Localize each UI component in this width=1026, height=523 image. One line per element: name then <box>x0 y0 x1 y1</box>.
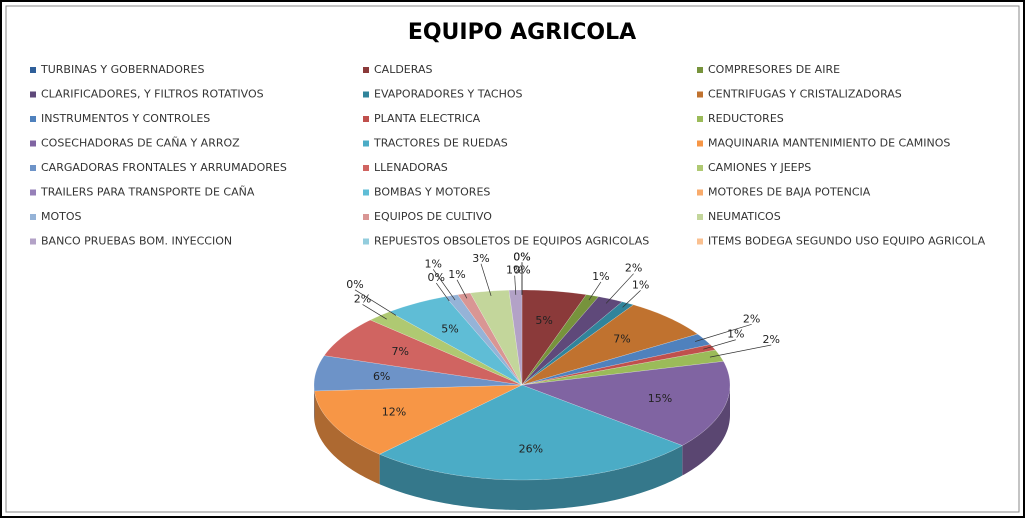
legend-swatch <box>363 190 369 196</box>
data-label: 0% <box>513 250 530 263</box>
data-label: 5% <box>535 314 552 327</box>
data-label: 7% <box>392 345 409 358</box>
legend-swatch <box>363 116 369 122</box>
data-label: 0% <box>513 264 530 277</box>
legend-swatch <box>363 239 369 245</box>
legend-swatch <box>30 190 36 196</box>
legend-swatch <box>30 141 36 147</box>
data-label: 1% <box>448 268 465 281</box>
chart-title: EQUIPO AGRICOLA <box>408 20 636 45</box>
data-label: 1% <box>727 328 744 341</box>
legend-label: INSTRUMENTOS Y CONTROLES <box>41 112 210 125</box>
data-label: 2% <box>743 312 760 325</box>
legend-swatch <box>697 239 703 245</box>
data-label: 15% <box>648 392 672 405</box>
legend-swatch <box>697 165 703 171</box>
legend-swatch <box>30 165 36 171</box>
legend-label: NEUMATICOS <box>708 210 781 223</box>
data-label: 6% <box>373 370 390 383</box>
legend-swatch <box>30 67 36 73</box>
data-label: 0% <box>346 278 363 291</box>
legend-label: BOMBAS Y MOTORES <box>374 186 490 199</box>
legend-label: CAMIONES Y JEEPS <box>708 161 811 174</box>
legend-label: EQUIPOS DE CULTIVO <box>374 210 492 223</box>
legend-label: TURBINAS Y GOBERNADORES <box>40 63 204 76</box>
legend-label: BANCO PRUEBAS BOM. INYECCION <box>41 235 232 248</box>
legend-swatch <box>697 141 703 147</box>
legend-label: TRACTORES DE RUEDAS <box>373 137 508 150</box>
legend-label: CENTRIFUGAS Y CRISTALIZADORAS <box>708 88 902 101</box>
legend-label: ITEMS BODEGA SEGUNDO USO EQUIPO AGRICOLA <box>708 235 986 248</box>
legend-label: LLENADORAS <box>374 161 448 174</box>
legend-swatch <box>697 92 703 98</box>
legend-label: COMPRESORES DE AIRE <box>708 63 840 76</box>
legend-swatch <box>697 116 703 122</box>
data-label: 12% <box>382 406 406 419</box>
legend-swatch <box>363 67 369 73</box>
legend-label: CARGADORAS FRONTALES Y ARRUMADORES <box>41 161 287 174</box>
data-label: 2% <box>763 333 780 346</box>
legend-swatch <box>363 141 369 147</box>
data-label: 26% <box>519 442 543 455</box>
data-label: 1% <box>632 278 649 291</box>
legend-label: MAQUINARIA MANTENIMIENTO DE CAMINOS <box>708 137 950 150</box>
legend-label: CLARIFICADORES, Y FILTROS ROTATIVOS <box>41 88 264 101</box>
data-label: 3% <box>472 252 489 265</box>
legend-label: TRAILERS PARA TRANSPORTE DE CAÑA <box>40 186 255 199</box>
legend-swatch <box>30 214 36 220</box>
legend-swatch <box>363 165 369 171</box>
legend-label: REPUESTOS OBSOLETOS DE EQUIPOS AGRICOLAS <box>374 235 649 248</box>
legend-swatch <box>30 92 36 98</box>
data-label: 1% <box>424 257 441 270</box>
legend-swatch <box>697 67 703 73</box>
legend-label: EVAPORADORES Y TACHOS <box>374 88 523 101</box>
legend-label: MOTOS <box>41 210 82 223</box>
legend-label: CALDERAS <box>374 63 432 76</box>
legend-swatch <box>697 190 703 196</box>
legend-label: REDUCTORES <box>708 112 784 125</box>
legend-label: MOTORES DE BAJA POTENCIA <box>708 186 871 199</box>
legend-swatch <box>30 116 36 122</box>
legend-swatch <box>30 239 36 245</box>
data-label: 5% <box>441 322 458 335</box>
legend-swatch <box>697 214 703 220</box>
legend-swatch <box>363 214 369 220</box>
data-label: 1% <box>592 270 609 283</box>
data-label: 7% <box>613 332 630 345</box>
legend-label: PLANTA ELECTRICA <box>374 112 481 125</box>
legend-label: COSECHADORAS DE CAÑA Y ARROZ <box>41 137 240 150</box>
legend-swatch <box>363 92 369 98</box>
data-label: 2% <box>625 262 642 275</box>
